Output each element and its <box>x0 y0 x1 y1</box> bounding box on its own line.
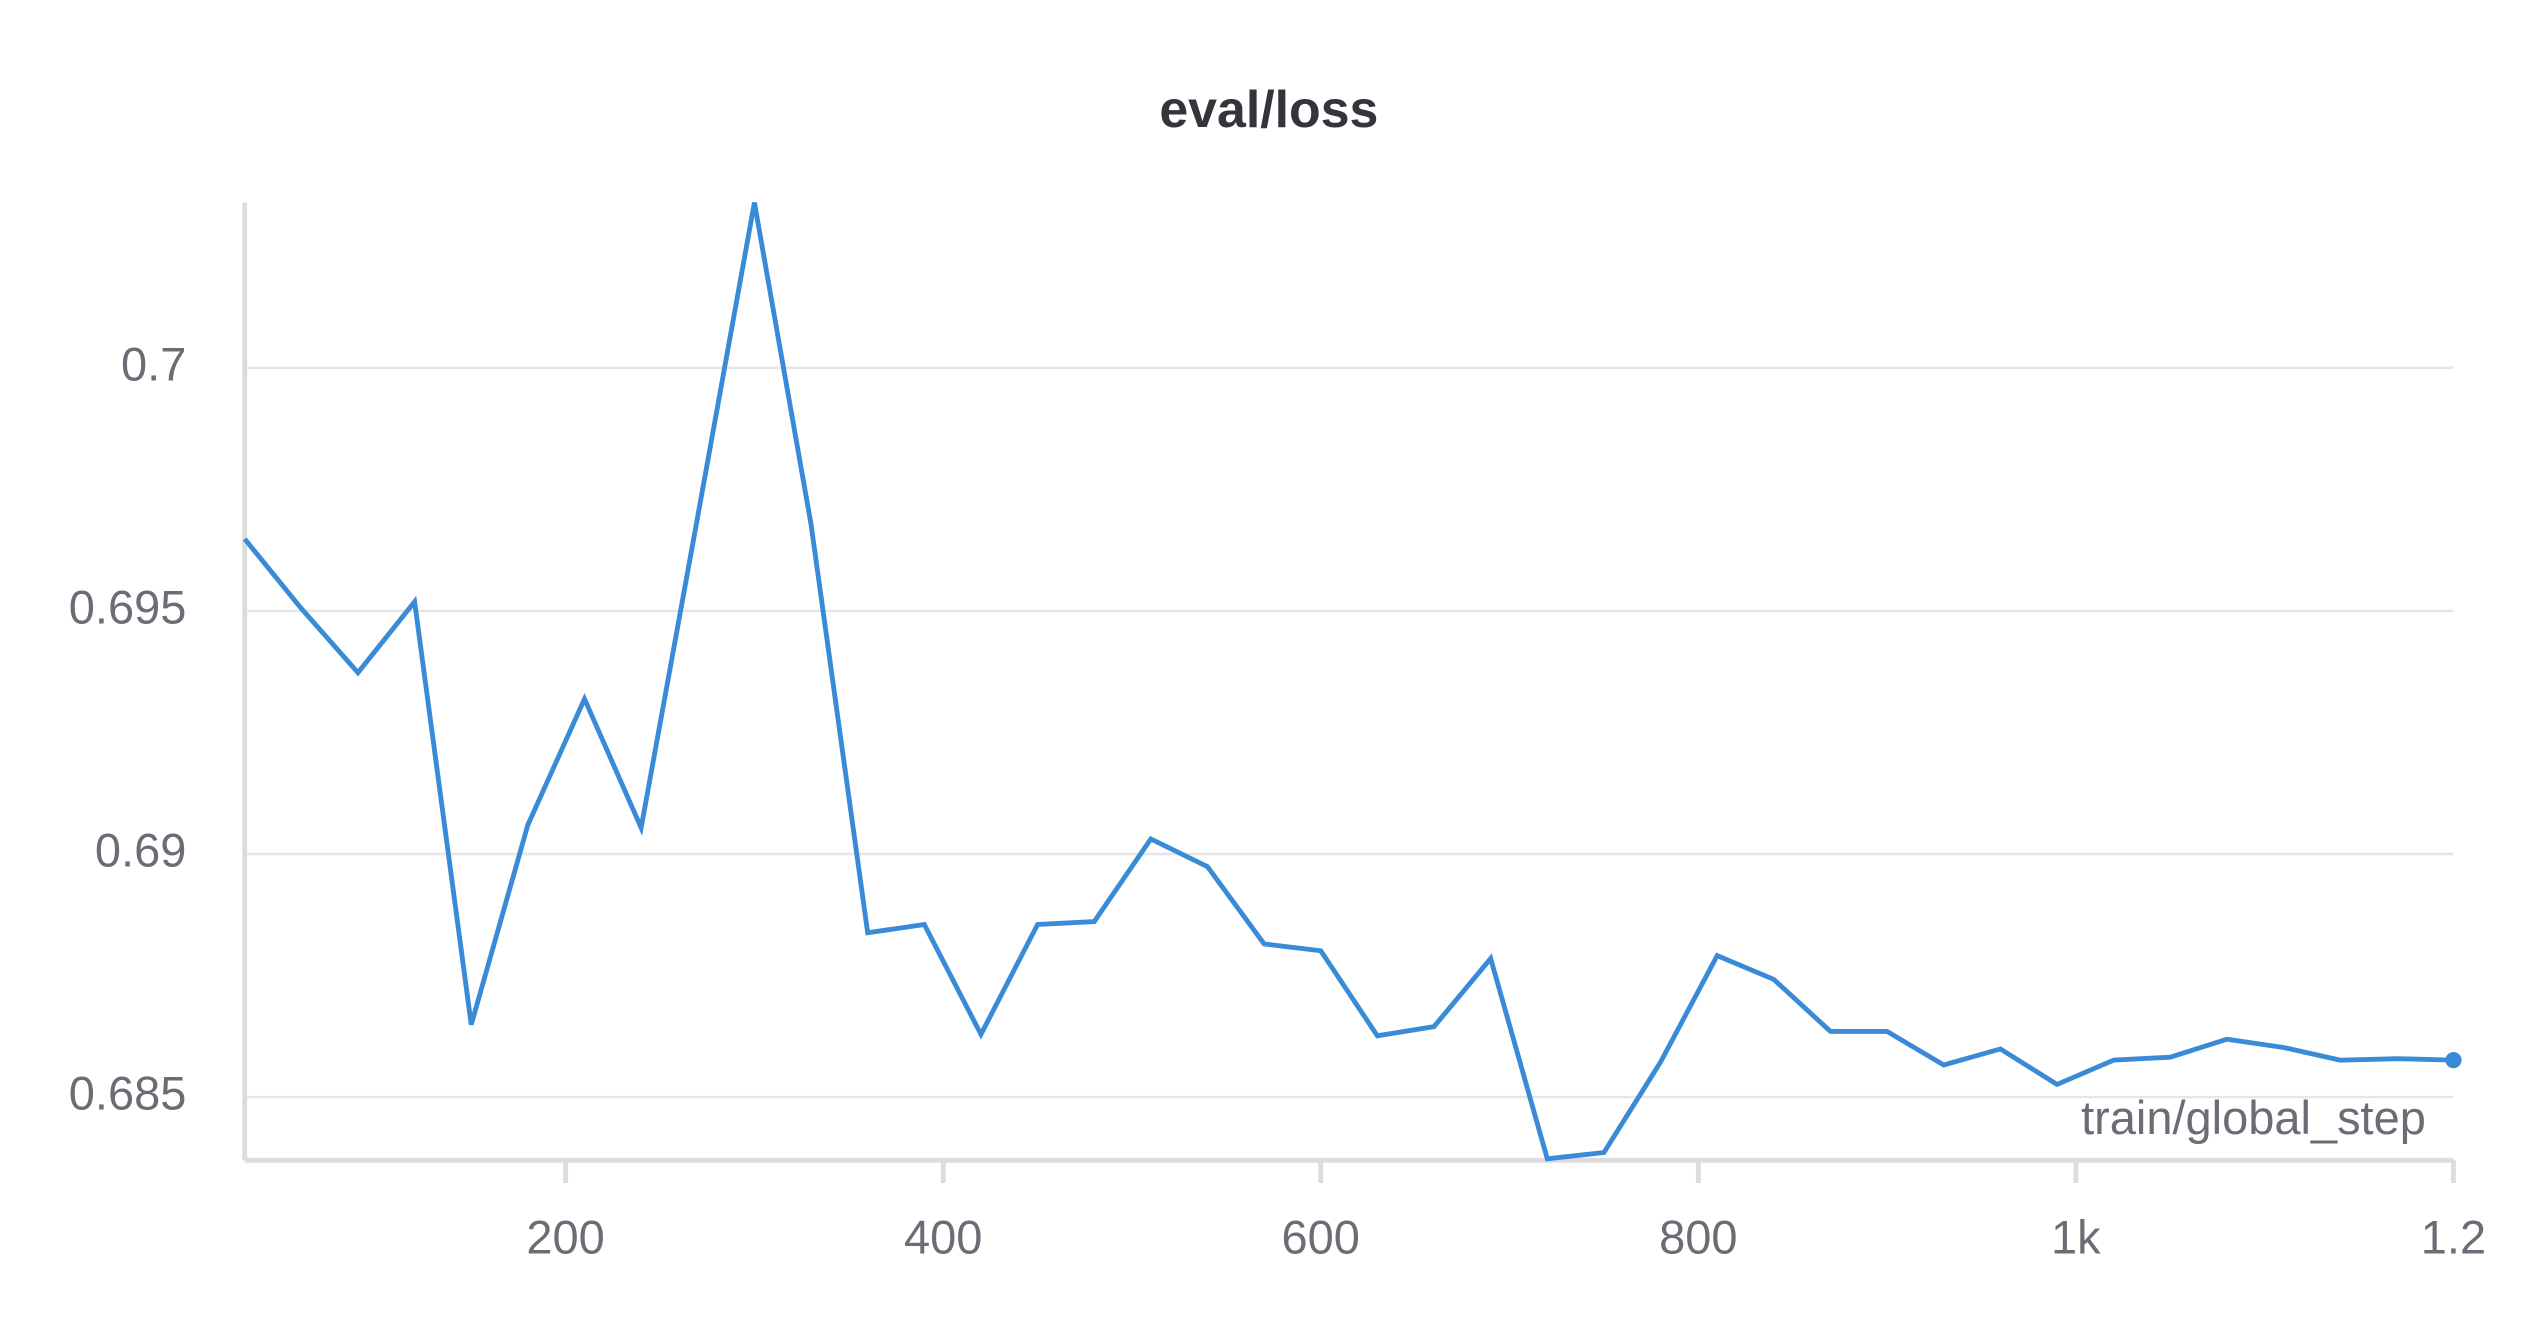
data-line <box>242 202 2454 1162</box>
x-tick-label: 600 <box>1282 1211 1360 1264</box>
x-tick-label: 800 <box>1659 1211 1737 1264</box>
x-tick-label: 400 <box>904 1211 982 1264</box>
x-tick-label: 1.2 <box>2421 1211 2486 1264</box>
last-point <box>2445 1052 2462 1069</box>
y-tick-label: 0.695 <box>69 580 187 633</box>
x-axis-label: train/global_step <box>2081 1091 2426 1144</box>
x-tick-label: 1k <box>2051 1211 2101 1264</box>
y-tick-label: 0.685 <box>69 1066 187 1119</box>
x-tick-label: 200 <box>526 1211 604 1264</box>
chart-title: eval/loss <box>1159 80 1378 138</box>
y-tick-label: 0.7 <box>121 337 186 390</box>
y-tick-label: 0.69 <box>95 823 186 876</box>
